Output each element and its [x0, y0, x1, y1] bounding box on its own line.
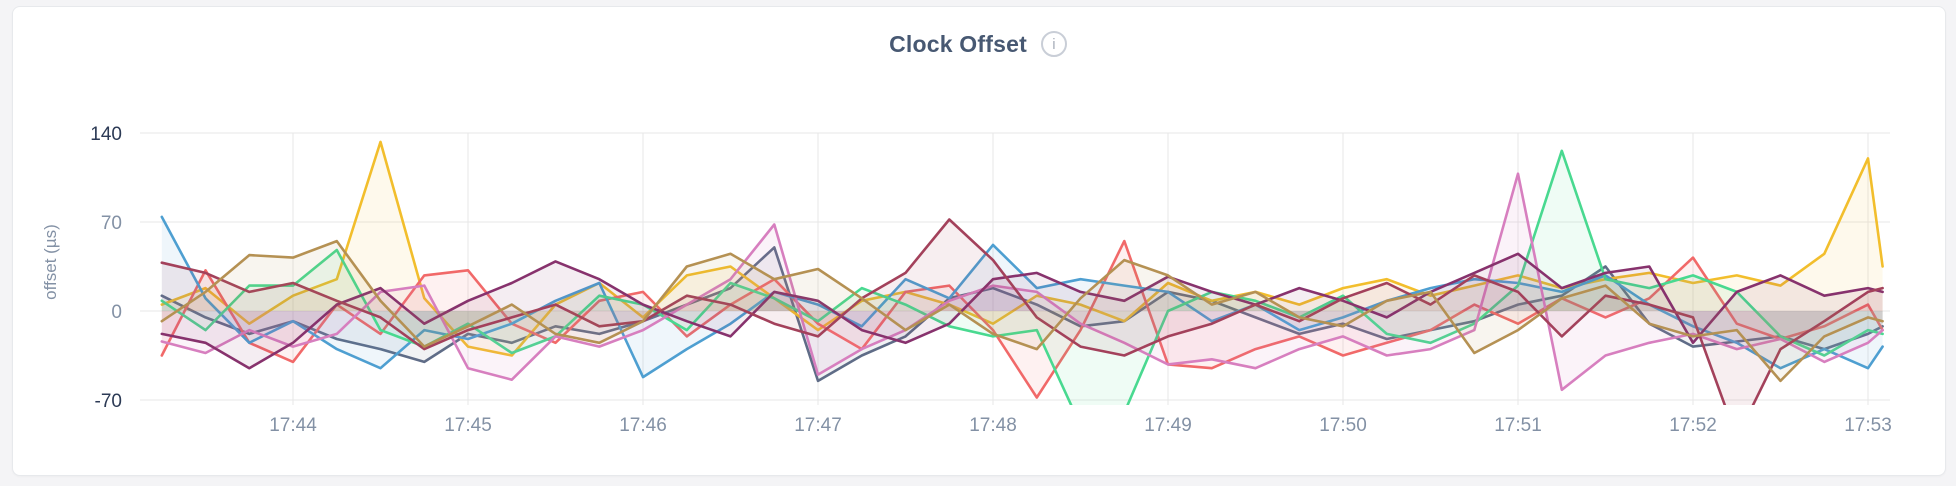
y-axis-labels: 140 70 0 -70 [90, 124, 122, 412]
y-tick-label: 0 [111, 302, 122, 323]
series-line-green [160, 149, 1884, 405]
series-line-orchid [160, 172, 1884, 392]
series-area-tan [161, 241, 1883, 381]
series-area-plum [161, 253, 1883, 369]
x-tick-label: 17:51 [1494, 415, 1542, 436]
chart-title: Clock Offset [889, 30, 1027, 57]
x-tick-label: 17:53 [1844, 415, 1892, 436]
series-line-coral [160, 239, 1884, 399]
series-line-plum [160, 252, 1884, 370]
y-tick-label: 140 [90, 124, 122, 145]
x-tick-label: 17:49 [1144, 415, 1192, 436]
x-tick-label: 17:52 [1669, 415, 1717, 436]
series-area-orchid [161, 173, 1883, 390]
x-tick-label: 17:47 [794, 415, 842, 436]
x-axis-labels: 17:44 17:45 17:46 17:47 17:48 17:49 17:50 17:51… [269, 415, 1892, 436]
gridlines [140, 132, 1890, 405]
x-tick-label: 17:50 [1319, 415, 1367, 436]
x-tick-label: 17:45 [444, 415, 492, 436]
info-icon[interactable]: i [1040, 31, 1067, 57]
chart-header: Clock Offset i [0, 26, 1956, 62]
series-lines [160, 140, 1884, 405]
series-line-tan [160, 239, 1884, 383]
series-area-slate [161, 247, 1883, 381]
x-tick-label: 17:44 [269, 415, 317, 436]
series-area-coral [161, 241, 1883, 398]
y-tick-label: 70 [101, 213, 122, 234]
x-tick-label: 17:46 [619, 415, 667, 436]
y-axis-title: offset (µs) [41, 224, 60, 300]
x-tick-label: 17:48 [969, 415, 1017, 436]
y-tick-label: -70 [95, 391, 122, 412]
